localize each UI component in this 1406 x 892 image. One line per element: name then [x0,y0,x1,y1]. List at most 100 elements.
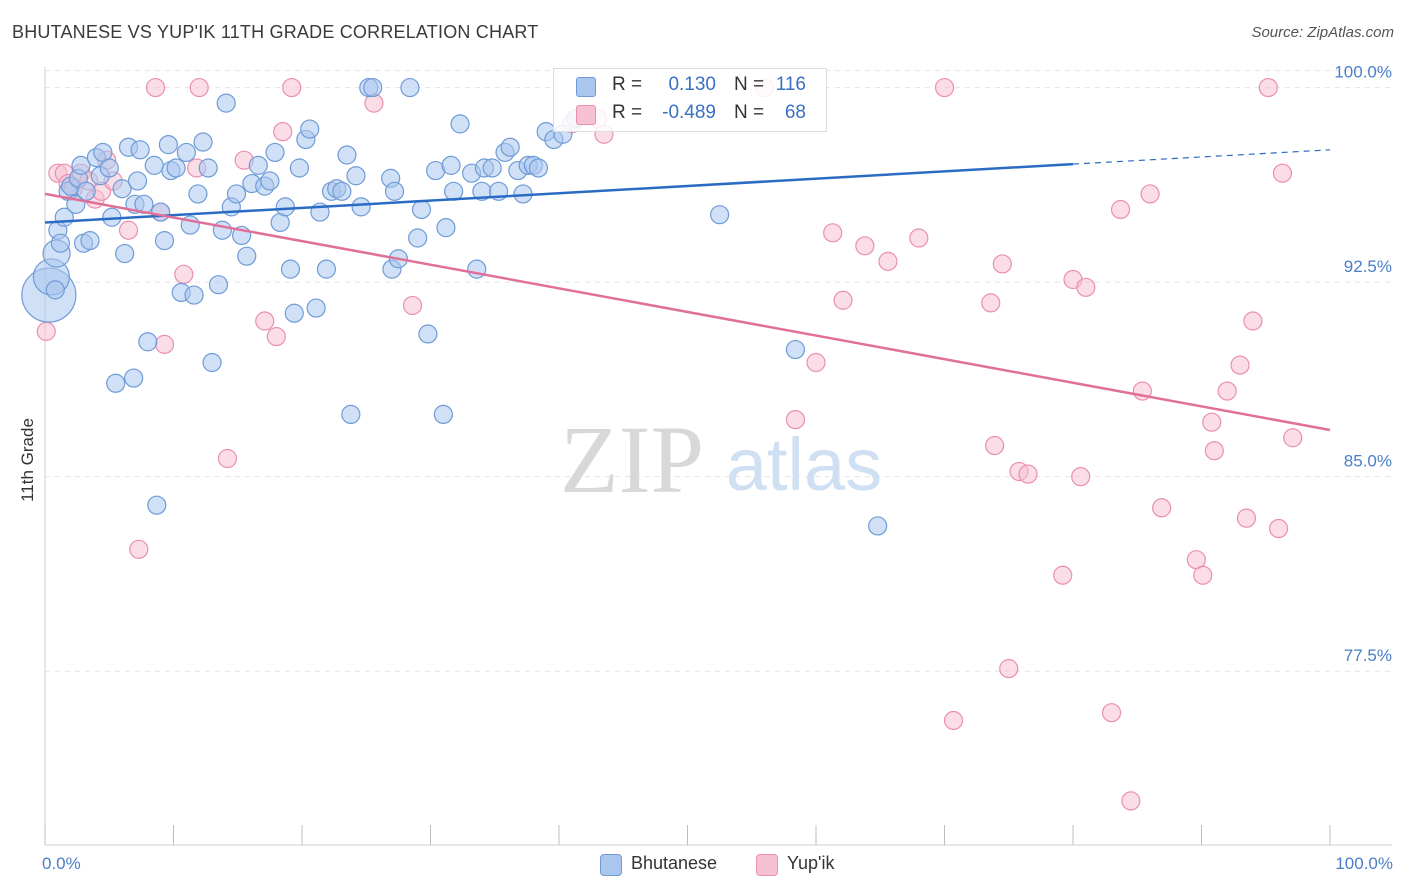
bhutanese-point [198,158,218,178]
bhutanese-point [216,93,236,113]
bhutanese-point [176,142,196,163]
yupik-point [1101,703,1122,723]
bhutanese-point [265,142,285,163]
bhutanese-point [144,155,164,175]
yupik-point [1258,77,1278,98]
bhutanese-point [115,243,135,264]
legend: R = 0.130 N = 116 R = -0.489 N = 68 [553,68,827,132]
yupik-point [1217,381,1237,401]
bhutanese-point [124,368,144,388]
bhutanese-point [433,404,453,425]
yupik-point [129,539,149,559]
bhutanese-point [188,184,208,204]
yupik-point [1071,467,1091,487]
yupik-point [1053,565,1073,585]
bhutanese-point [482,158,502,178]
bhutanese-point [202,352,222,373]
yupik-point [174,264,194,284]
bhutanese-point [284,303,304,323]
yupik-point [855,236,875,256]
bhutanese-point [441,155,461,175]
yupik-point [785,409,806,430]
bottom-legend-swatch-yupik [756,854,778,876]
yupik-point [1152,498,1172,518]
yupik-point [981,293,1001,313]
legend-row-bhutanese: R = 0.130 N = 116 [554,72,826,100]
bhutanese-point [248,155,268,175]
bhutanese-point [99,158,119,178]
bhutanese-point [237,246,257,266]
bhutanese-point [418,324,438,344]
yupik-point [878,251,898,271]
bhutanese-point [411,199,432,220]
bhutanese-point [868,516,888,536]
bhutanese-point [226,184,247,204]
legend-r-label: R = [612,74,643,95]
axes [44,67,1392,846]
yupik-point [282,77,302,98]
bhutanese-point [71,155,91,175]
bhutanese-point [300,119,320,139]
bhutanese-point [528,158,549,178]
bhutanese-trend-extension [1072,149,1331,165]
bhutanese-point [306,298,326,318]
yupik-point [1268,518,1289,539]
yupik-point [934,77,955,98]
yupik-point [1230,355,1250,375]
yupik-point [1283,428,1303,448]
legend-swatch-yupik [576,105,596,125]
yupik-point [1236,508,1257,528]
legend-swatch-bhutanese [576,77,596,97]
yupik-point [1018,464,1038,484]
yupik-point [402,295,423,316]
bhutanese-point [444,181,464,201]
yupik-point [145,77,166,98]
yupik-point [909,228,929,248]
yupik-point [1202,412,1222,432]
bhutanese-point [154,231,175,251]
yupik-point [1121,791,1141,811]
yupik-point [154,334,175,354]
bhutanese-point [127,171,148,191]
yupik-point [1193,565,1213,585]
yupik-point [1204,441,1224,461]
yupik-point [985,435,1005,456]
chart-source: Source: ZipAtlas.com [1251,24,1394,41]
bhutanese-point [280,259,301,279]
bhutanese-point [337,145,357,165]
x-tick-labels: 0.0% 100.0% [42,854,1393,873]
bhutanese-point [351,197,371,217]
yupik-point [189,77,209,98]
bhutanese-point [208,275,229,295]
x-tick-label: 100.0% [1335,854,1393,873]
y-tick-label: 92.5% [1344,257,1392,276]
y-axis-label: 11th Grade [18,418,37,502]
legend-n-value: 68 [784,102,806,123]
bhutanese-trend-line [44,162,1074,224]
watermark-zip: ZIP [560,406,704,513]
trend-lines [44,149,1331,432]
bottom-legend-swatch-bhutanese [600,854,622,876]
yupik-trend-line [44,192,1331,432]
legend-n-label: N = [734,74,765,95]
legend-r-value: -0.489 [662,102,716,123]
y-tick-labels: 100.0% 92.5% 85.0% 77.5% [1334,63,1392,666]
yupik-point [266,326,286,347]
yupik-point [1076,277,1096,297]
bhutanese-point [76,181,96,201]
bhutanese-point [289,158,310,178]
bhutanese-point [275,197,295,217]
bhutanese-point [130,140,150,160]
bhutanese-point [193,132,213,152]
bhutanese-point [341,404,361,425]
bhutanese-point [106,373,126,393]
bhutanese-point [184,285,204,305]
bhutanese-point [45,280,65,300]
bhutanese-point [436,218,456,238]
bhutanese-point [500,137,520,157]
bhutanese-point [112,179,132,199]
yupik-point [1110,199,1131,220]
watermark-atlas: atlas [726,423,882,506]
bhutanese-point [212,220,232,240]
